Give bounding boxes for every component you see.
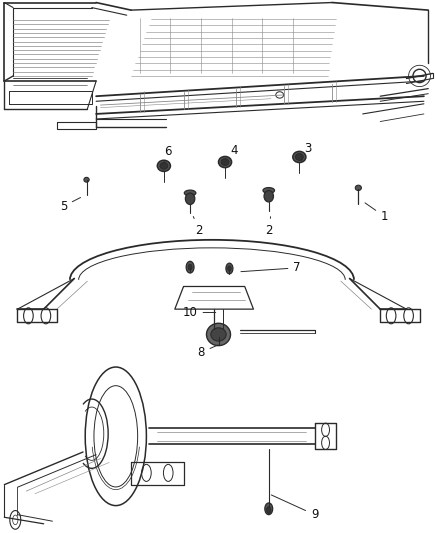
Ellipse shape [264,190,274,202]
Ellipse shape [228,266,231,271]
Text: 2: 2 [265,217,273,237]
Text: 5: 5 [60,198,80,213]
Ellipse shape [218,157,232,168]
Ellipse shape [211,328,226,341]
Ellipse shape [206,323,231,346]
Ellipse shape [293,151,306,163]
Ellipse shape [263,188,274,193]
Ellipse shape [226,263,233,274]
Text: 10: 10 [183,306,216,319]
Ellipse shape [295,154,303,160]
Ellipse shape [160,163,168,169]
Text: 6: 6 [164,146,172,163]
Ellipse shape [84,177,89,182]
Text: 1: 1 [365,203,388,223]
Ellipse shape [355,185,361,190]
Ellipse shape [267,507,271,514]
Text: 7: 7 [241,261,301,274]
Text: 2: 2 [193,216,203,237]
Ellipse shape [188,264,192,270]
Text: 4: 4 [225,144,238,162]
Text: 3: 3 [302,142,312,161]
Ellipse shape [157,160,170,172]
Ellipse shape [184,190,196,196]
Ellipse shape [185,193,195,205]
Ellipse shape [265,503,273,515]
Ellipse shape [221,159,229,165]
Text: 8: 8 [198,345,218,359]
Ellipse shape [186,261,194,273]
Text: 9: 9 [271,495,319,521]
